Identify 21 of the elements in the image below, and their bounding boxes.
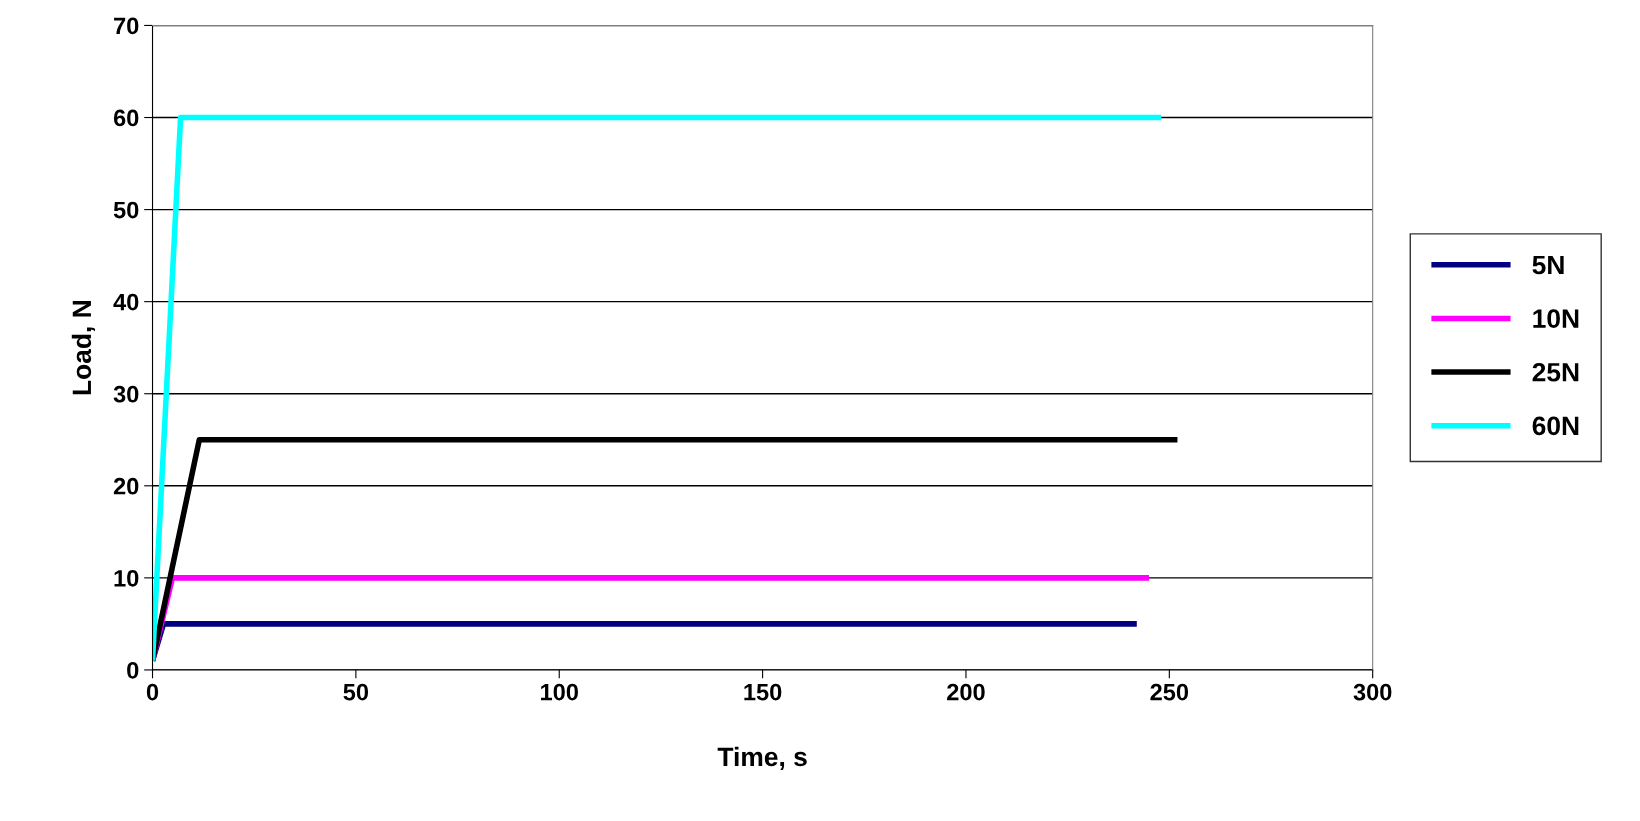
x-axis-title: Time, s — [717, 746, 807, 771]
x-tick-label: 200 — [947, 683, 985, 701]
legend-label: 10N — [1533, 309, 1579, 328]
y-tick-label: 50 — [113, 201, 139, 219]
y-axis-title: Load, N — [71, 301, 96, 395]
x-tick-label: 100 — [541, 683, 578, 701]
x-tick-label: 300 — [1353, 683, 1392, 701]
y-tick-label: 0 — [127, 662, 139, 679]
x-tick-label: 250 — [1150, 683, 1189, 701]
x-tick-label: 50 — [343, 683, 369, 701]
x-tick-label: 150 — [744, 683, 782, 701]
y-tick-label: 70 — [114, 17, 139, 35]
y-tick-label: 40 — [113, 293, 139, 311]
legend-label: 5N — [1532, 255, 1564, 275]
y-tick-label: 30 — [113, 385, 139, 403]
legend-label: 25N — [1532, 362, 1579, 382]
y-tick-label: 20 — [113, 477, 139, 495]
y-tick-label: 10 — [114, 569, 139, 587]
y-tick-label: 60 — [113, 109, 139, 127]
x-tick-label: 0 — [146, 683, 159, 701]
legend-label: 60N — [1532, 416, 1579, 436]
